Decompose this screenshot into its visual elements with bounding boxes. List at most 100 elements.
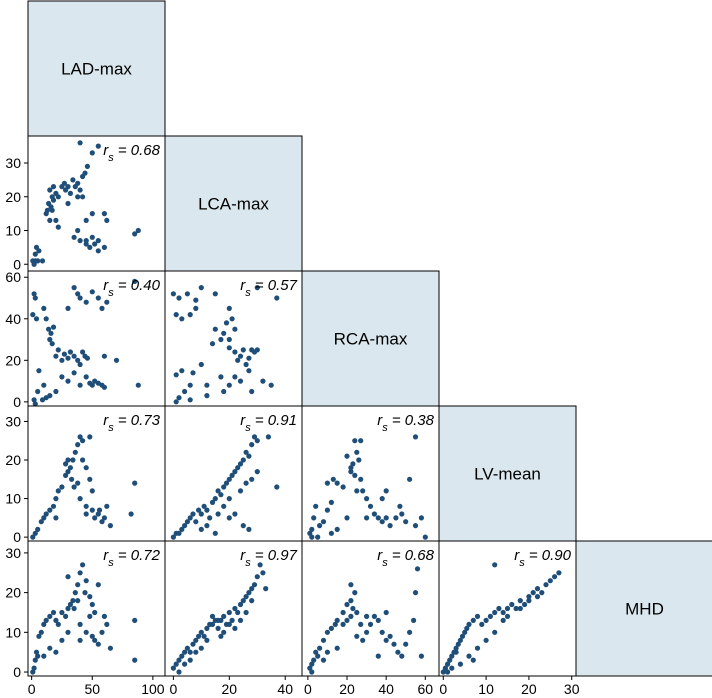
data-point [226,515,232,521]
diagonal-box-lad-max [27,0,166,137]
data-point [176,395,182,401]
data-point [367,621,374,628]
data-point [509,601,515,608]
data-point [95,248,101,254]
data-point [47,336,53,343]
data-point [466,621,472,628]
data-point [89,488,95,494]
data-point [418,653,424,659]
y-tick-label-lca-max: 0 [13,256,21,272]
data-point [47,217,53,223]
data-point [257,562,263,568]
data-point [59,637,65,643]
panel-lad-max-vs-mhd: rs = 0.72 [27,540,166,677]
data-point [470,617,476,624]
data-point [87,613,93,620]
data-point [50,503,57,509]
data-point [89,507,95,513]
y-tick-label-lca-max: 20 [5,189,21,205]
data-point [77,496,83,502]
data-point [193,519,199,525]
data-point [462,629,468,635]
data-point [92,515,98,521]
data-point [107,645,113,651]
data-point [182,661,188,667]
data-point [204,523,210,529]
data-point [190,511,196,517]
data-point [249,388,255,395]
data-point [240,347,246,353]
x-tick-label-lca-max: 40 [277,681,293,697]
data-point [215,488,221,494]
data-point [328,530,334,536]
data-point [260,570,266,576]
data-point [187,657,193,663]
x-tick-label-lad-max: 50 [84,681,100,697]
data-point [83,217,89,223]
data-point [207,515,213,521]
data-point [246,526,252,533]
data-point [265,434,271,440]
data-point [128,511,134,517]
data-point [43,511,49,517]
data-point [352,438,358,444]
data-point [89,601,95,608]
data-point [354,449,360,455]
data-point [77,382,83,388]
data-point [358,621,364,628]
data-point [75,442,81,448]
data-point [360,637,366,643]
data-point [201,633,207,639]
data-point [445,661,451,667]
data-point [170,665,176,671]
diagonal-label-lca-max: LCA-max [198,195,269,214]
data-point [379,629,385,635]
data-point [311,515,317,521]
data-point [198,645,204,651]
data-point [48,330,54,336]
data-point [71,370,77,376]
data-point [251,582,258,588]
data-point [179,526,185,533]
data-point [170,291,176,297]
data-point [70,177,76,183]
correlation-label: rs = 0.57 [240,277,297,299]
data-point [77,238,83,244]
y-tick-label-rca-max: 40 [5,311,21,327]
data-point [41,382,47,388]
data-point [47,645,53,651]
data-point [500,617,506,624]
data-point [395,649,401,655]
data-point [198,511,204,517]
data-point [309,526,315,533]
data-point [204,507,210,513]
data-point [348,582,354,588]
data-point [101,353,107,359]
data-point [340,484,346,490]
data-point [246,355,252,361]
data-point [340,621,346,628]
data-point [543,582,549,588]
x-tick-label-lad-max: 0 [28,681,36,697]
data-point [87,434,93,440]
data-point [221,613,227,620]
data-point [92,241,98,247]
panel-rca-max-vs-mhd-frame [301,540,440,677]
data-point [274,295,280,301]
data-point [440,669,446,675]
correlation-label: rs = 0.72 [103,547,160,569]
data-point [344,617,350,624]
data-point [41,621,47,628]
correlation-label: rs = 0.68 [377,547,434,569]
data-point [232,469,238,475]
data-point [95,143,101,149]
y-tick-label-rca-max: 60 [5,269,21,285]
data-point [317,523,323,529]
x-tick-label-lca-max: 20 [222,681,238,697]
data-point [383,515,389,521]
data-point [483,617,489,624]
data-point [223,320,230,326]
data-point [226,345,232,351]
data-point [254,285,260,291]
